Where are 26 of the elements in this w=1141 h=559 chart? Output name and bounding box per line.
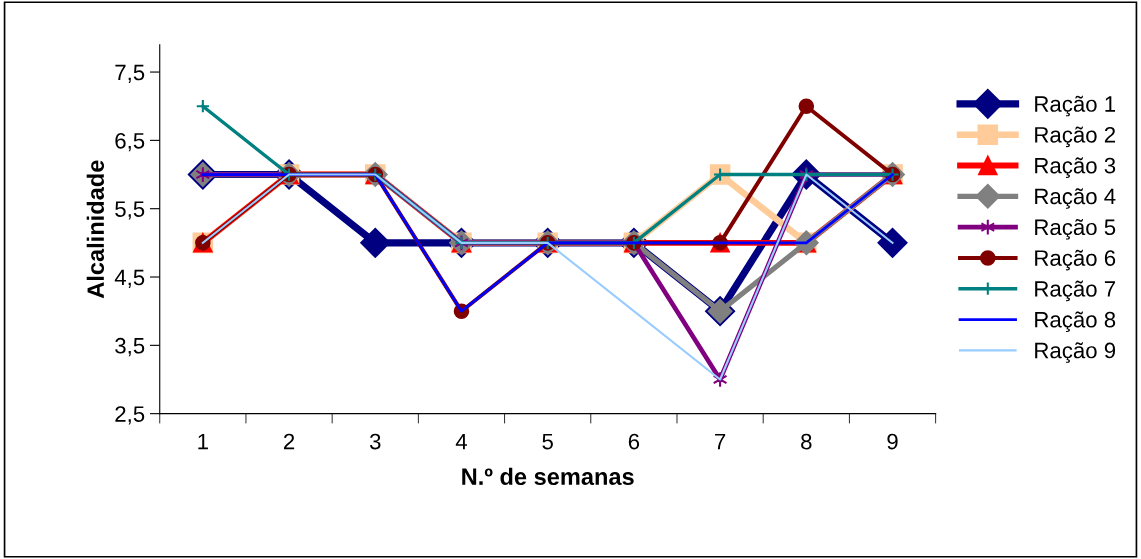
- x-axis-title: N.º de semanas: [462, 467, 634, 486]
- y-axis-title: Alcalinidade: [86, 160, 105, 299]
- y-tick-label: 5,5: [115, 201, 145, 220]
- y-tick-label: 4,5: [114, 269, 145, 288]
- y-tick-label: 2,5: [115, 406, 145, 425]
- legend-label: Ração 3: [1035, 157, 1116, 178]
- x-tick-label: 8: [801, 433, 812, 450]
- legend-label: Ração 8: [1035, 311, 1116, 333]
- x-tick-label: 5: [542, 433, 553, 450]
- y-tick-label: 3,5: [115, 337, 145, 357]
- y-tick-label: 7,5: [115, 64, 145, 83]
- y-tick-label: 6,5: [115, 132, 145, 152]
- legend-label: Ração 9: [1035, 342, 1116, 363]
- legend-label: Ração 1: [1035, 95, 1116, 117]
- legend-label: Ração 2: [1035, 126, 1116, 148]
- x-tick-label: 1: [198, 433, 208, 450]
- x-tick-label: 7: [715, 433, 726, 450]
- legend-label: Ração 6: [1035, 249, 1116, 271]
- x-tick-label: 4: [455, 433, 467, 450]
- legend-label: Ração 4: [1035, 188, 1116, 209]
- x-tick-label: 9: [887, 433, 898, 450]
- legend-label: Ração 7: [1035, 280, 1116, 302]
- x-tick-label: 3: [369, 433, 381, 450]
- x-tick-label: 2: [283, 433, 295, 450]
- legend-label: Ração 5: [1035, 218, 1116, 240]
- x-tick-label: 6: [628, 433, 640, 450]
